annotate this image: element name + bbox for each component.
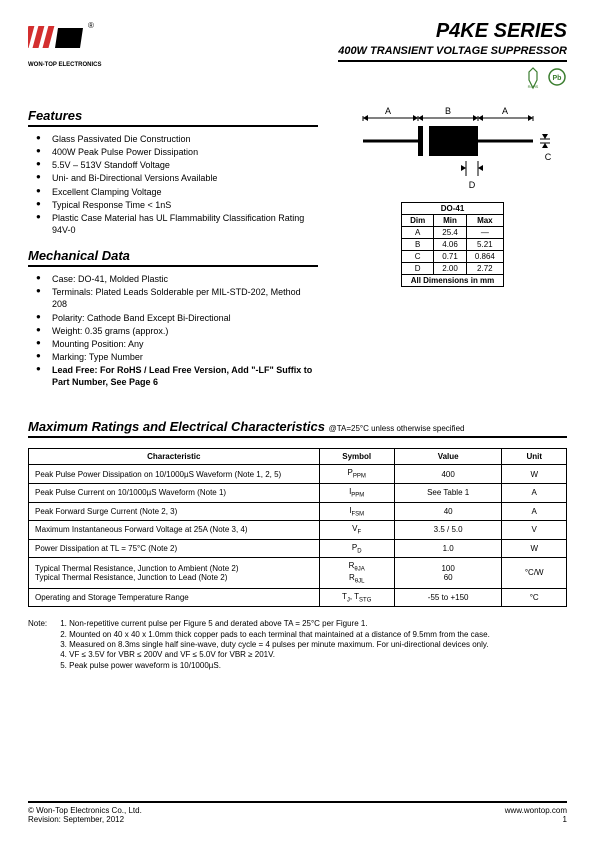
dim-caption: DO-41 xyxy=(402,203,504,215)
notes-section: Note: 1. Non-repetitive current pulse pe… xyxy=(28,619,567,671)
ratings-table: Characteristic Symbol Value Unit Peak Pu… xyxy=(28,448,567,607)
mechanical-item: Weight: 0.35 grams (approx.) xyxy=(36,325,318,337)
mechanical-item: Marking: Type Number xyxy=(36,351,318,363)
notes-label: Note: xyxy=(28,619,58,629)
mechanical-item: Lead Free: For RoHS / Lead Free Version,… xyxy=(36,364,318,388)
table-row: Typical Thermal Resistance, Junction to … xyxy=(29,558,567,588)
mechanical-item: Mounting Position: Any xyxy=(36,338,318,350)
mechanical-item: Polarity: Cathode Band Except Bi-Directi… xyxy=(36,312,318,324)
feature-item: Excellent Clamping Voltage xyxy=(36,186,318,198)
revision: Revision: September, 2012 xyxy=(28,815,142,824)
dim-footer: All Dimensions in mm xyxy=(402,275,504,287)
table-row: Power Dissipation at TL = 75°C (Note 2) … xyxy=(29,539,567,558)
table-row: Peak Pulse Current on 10/1000µS Waveform… xyxy=(29,483,567,502)
company-name: WON-TOP ELECTRONICS xyxy=(28,62,101,68)
feature-item: Uni- and Bi-Directional Versions Availab… xyxy=(36,172,318,184)
ratings-col: Characteristic xyxy=(29,449,320,465)
table-row: Peak Forward Surge Current (Note 2, 3) I… xyxy=(29,502,567,521)
pb-free-icon: Pb xyxy=(547,66,567,90)
feature-item: Typical Response Time < 1nS xyxy=(36,199,318,211)
svg-text:RoHS: RoHS xyxy=(528,84,539,89)
package-diagram: A B A C xyxy=(348,96,558,196)
table-row: C0.710.864 xyxy=(402,251,504,263)
dimensions-table: DO-41 Dim Min Max A25.4— B4.065.21 C0.71… xyxy=(401,202,504,287)
svg-text:®: ® xyxy=(88,21,94,30)
feature-item: Glass Passivated Die Construction xyxy=(36,133,318,145)
mechanical-item: Case: DO-41, Molded Plastic xyxy=(36,273,318,285)
compliance-badges: RoHS Pb xyxy=(338,66,567,90)
header: ® WON-TOP ELECTRONICS P4KE SERIES 400W T… xyxy=(28,20,567,90)
features-heading: Features xyxy=(28,108,318,127)
product-series-title: P4KE SERIES xyxy=(338,20,567,43)
dim-col: Min xyxy=(434,215,467,227)
logo-area: ® WON-TOP ELECTRONICS xyxy=(28,20,101,68)
ratings-col: Value xyxy=(394,449,502,465)
table-row: A25.4— xyxy=(402,227,504,239)
ratings-col: Unit xyxy=(502,449,567,465)
svg-text:A: A xyxy=(501,106,507,116)
footer-url: www.wontop.com xyxy=(505,806,567,815)
copyright: © Won-Top Electronics Co., Ltd. xyxy=(28,806,142,815)
mechanical-heading: Mechanical Data xyxy=(28,248,318,267)
page-footer: © Won-Top Electronics Co., Ltd. Revision… xyxy=(28,801,567,824)
svg-text:B: B xyxy=(444,106,450,116)
table-row: Maximum Instantaneous Forward Voltage at… xyxy=(29,521,567,540)
svg-text:D: D xyxy=(468,180,475,190)
feature-item: Plastic Case Material has UL Flammabilit… xyxy=(36,212,318,236)
table-row: Operating and Storage Temperature Range … xyxy=(29,588,567,607)
title-area: P4KE SERIES 400W TRANSIENT VOLTAGE SUPPR… xyxy=(338,20,567,90)
table-row: D2.002.72 xyxy=(402,263,504,275)
features-list: Glass Passivated Die Construction 400W P… xyxy=(28,133,318,236)
table-row: B4.065.21 xyxy=(402,239,504,251)
mechanical-item: Terminals: Plated Leads Solderable per M… xyxy=(36,286,318,310)
page-number: 1 xyxy=(505,815,567,824)
feature-item: 5.5V – 513V Standoff Voltage xyxy=(36,159,318,171)
table-row: Peak Pulse Power Dissipation on 10/1000µ… xyxy=(29,465,567,484)
ratings-col: Symbol xyxy=(319,449,394,465)
footer-right: www.wontop.com 1 xyxy=(505,806,567,824)
svg-text:Pb: Pb xyxy=(553,75,562,82)
company-logo: ® xyxy=(28,20,98,60)
dim-col: Max xyxy=(466,215,503,227)
svg-text:C: C xyxy=(544,152,551,162)
feature-item: 400W Peak Pulse Power Dissipation xyxy=(36,146,318,158)
product-subtitle: 400W TRANSIENT VOLTAGE SUPPRESSOR xyxy=(338,45,567,62)
ratings-heading: Maximum Ratings and Electrical Character… xyxy=(28,419,567,438)
ratings-conditions: @TA=25°C unless otherwise specified xyxy=(329,424,465,433)
rohs-icon: RoHS xyxy=(523,66,543,90)
notes-body: 1. Non-repetitive current pulse per Figu… xyxy=(60,619,560,671)
svg-text:A: A xyxy=(384,106,390,116)
footer-left: © Won-Top Electronics Co., Ltd. Revision… xyxy=(28,806,142,824)
dim-col: Dim xyxy=(402,215,434,227)
mechanical-list: Case: DO-41, Molded Plastic Terminals: P… xyxy=(28,273,318,388)
